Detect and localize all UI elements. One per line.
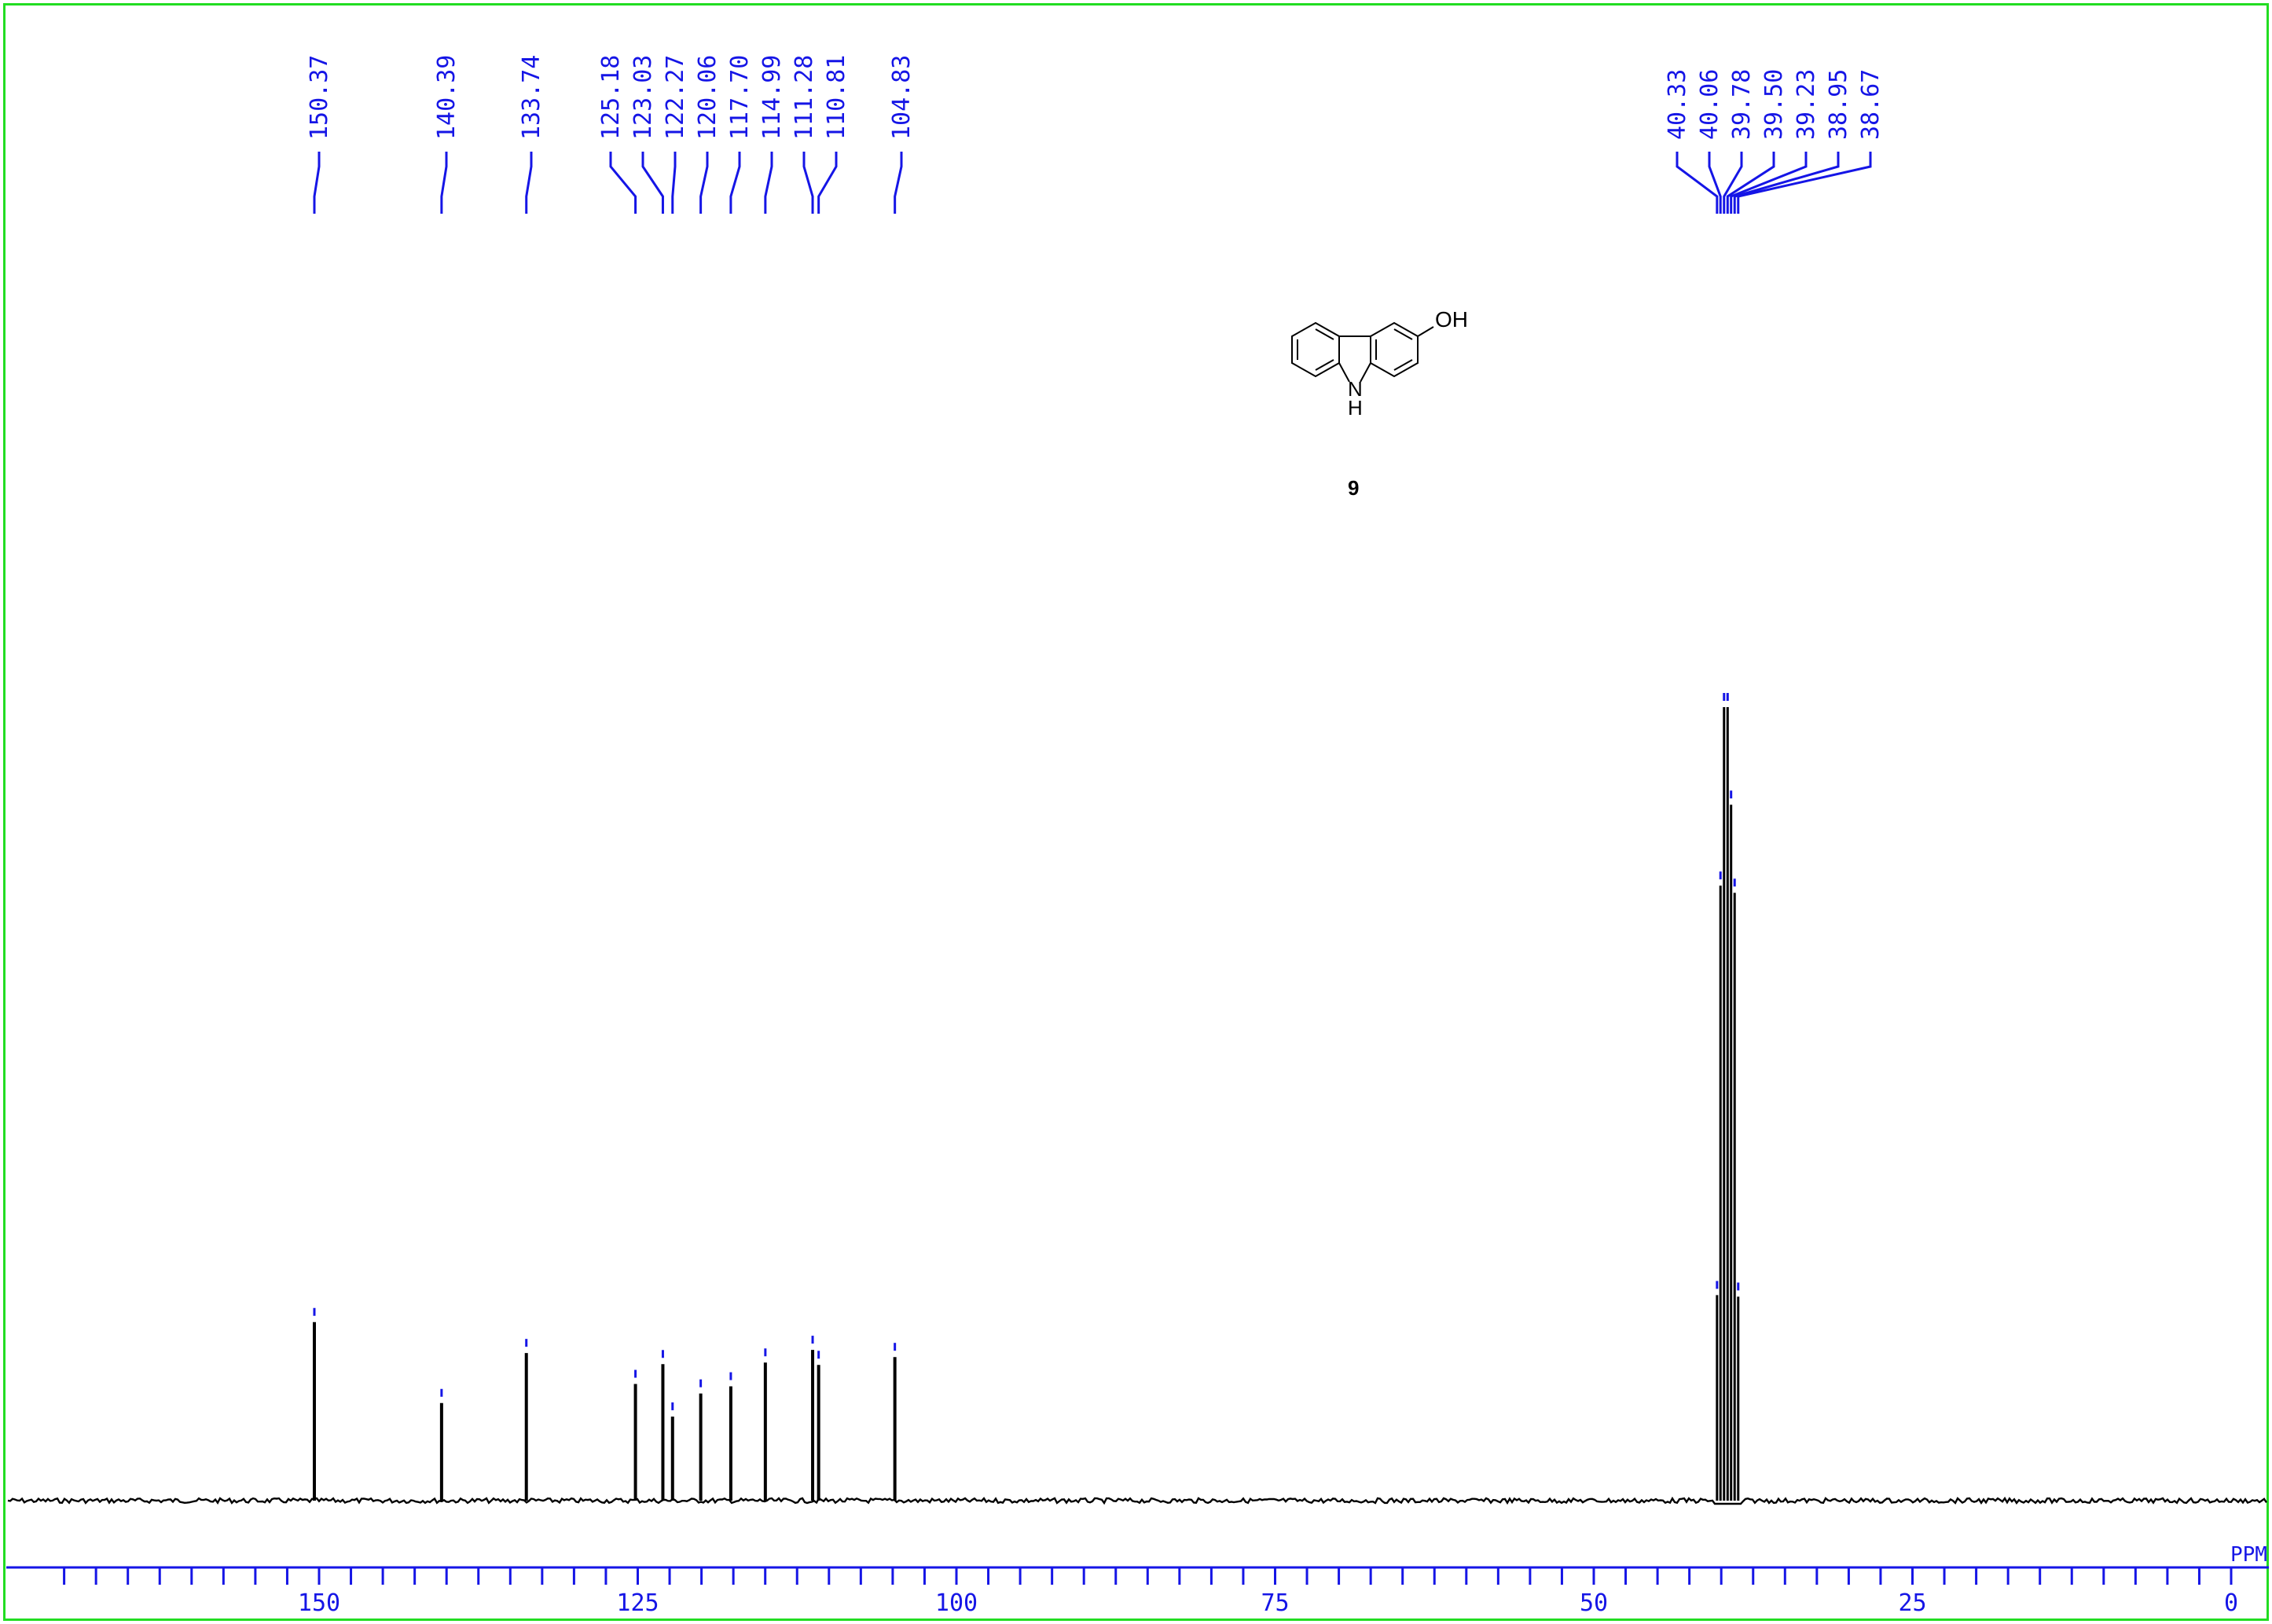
x-tick-label: 100 bbox=[935, 1589, 978, 1617]
peak-label: 122.27 bbox=[662, 55, 689, 140]
peak-label-connector bbox=[1723, 152, 1743, 214]
peak-label: 123.03 bbox=[629, 55, 657, 140]
peak-label-connector bbox=[802, 152, 814, 214]
peak-label-connector bbox=[699, 152, 709, 214]
peak-label-connector bbox=[1733, 152, 1840, 214]
left-ring-double-bond bbox=[1315, 359, 1334, 371]
peak-label: 140.39 bbox=[433, 55, 461, 140]
peak-label: 39.78 bbox=[1728, 69, 1756, 140]
peak-label-connector bbox=[671, 152, 677, 214]
x-tick-label: 0 bbox=[2224, 1589, 2238, 1617]
x-tick-label: 150 bbox=[298, 1589, 340, 1617]
x-axis-title: PPM bbox=[2230, 1543, 2267, 1567]
molecule-structure: OH N H 9 bbox=[1291, 307, 1468, 500]
hydroxyl-label: OH bbox=[1435, 307, 1468, 332]
peak-label-connector bbox=[1730, 152, 1808, 214]
peak-label-connector bbox=[1676, 152, 1719, 214]
peak-label-connector bbox=[764, 152, 773, 214]
peak-label-connector bbox=[1737, 152, 1872, 214]
right-benzene-ring bbox=[1370, 321, 1419, 378]
peak-label-connector bbox=[729, 152, 741, 214]
peak-label: 111.28 bbox=[791, 55, 818, 140]
peak-label: 39.50 bbox=[1760, 69, 1788, 140]
peak-label-connector bbox=[440, 152, 448, 214]
x-axis: 150 125 100 75 50 25 0 bbox=[6, 1566, 2269, 1617]
peak-label: 125.18 bbox=[597, 55, 625, 140]
hydrogen-label: H bbox=[1348, 396, 1363, 420]
peak-top-markers bbox=[313, 693, 1740, 1410]
peak-label: 40.33 bbox=[1664, 69, 1691, 140]
peak-label: 38.67 bbox=[1857, 69, 1885, 140]
peak-label-connector bbox=[313, 152, 321, 214]
right-ring-double-bond bbox=[1393, 328, 1413, 340]
peak-label: 39.23 bbox=[1793, 69, 1820, 140]
carbazole-skeleton bbox=[1291, 321, 1434, 383]
hydroxyl-bond bbox=[1417, 326, 1434, 337]
peak-label-connectors bbox=[313, 152, 1872, 214]
compound-number: 9 bbox=[1348, 476, 1359, 500]
peak-label: 40.06 bbox=[1696, 69, 1723, 140]
peak-label-connector bbox=[525, 152, 533, 214]
left-ring-double-bond bbox=[1315, 328, 1334, 340]
peak-label: 110.81 bbox=[823, 55, 850, 140]
peak-label-connector bbox=[894, 152, 903, 214]
peak-label: 133.74 bbox=[518, 55, 545, 140]
nitrogen-label: N bbox=[1348, 377, 1363, 401]
right-ring-double-bond bbox=[1393, 359, 1413, 371]
peak-label-connector bbox=[817, 152, 838, 214]
five-ring-bond bbox=[1360, 362, 1371, 383]
five-ring-bond bbox=[1338, 362, 1350, 383]
peak-label: 150.37 bbox=[306, 55, 333, 140]
x-tick-label: 125 bbox=[616, 1589, 659, 1617]
peak-label: 120.06 bbox=[694, 55, 721, 140]
plot-frame bbox=[3, 3, 2269, 1621]
x-tick-label: 25 bbox=[1898, 1589, 1926, 1617]
peak-label: 117.70 bbox=[726, 55, 754, 140]
peak-lines bbox=[312, 707, 1740, 1501]
peak-label-connector bbox=[1708, 152, 1722, 214]
peak-label-connector bbox=[641, 152, 664, 214]
peak-labels: 150.37 140.39 133.74 125.18 123.03 122.27 120.… bbox=[306, 55, 1885, 140]
left-benzene-ring bbox=[1291, 321, 1340, 378]
x-tick-label: 50 bbox=[1580, 1589, 1608, 1617]
spectrum-trace bbox=[7, 1496, 2268, 1505]
x-tick-label: 75 bbox=[1261, 1589, 1289, 1617]
peak-label: 114.99 bbox=[758, 55, 786, 140]
peak-label: 38.95 bbox=[1825, 69, 1852, 140]
peak-label: 104.83 bbox=[888, 55, 916, 140]
peak-label-connector bbox=[609, 152, 637, 214]
peak-label-connector bbox=[1726, 152, 1775, 214]
